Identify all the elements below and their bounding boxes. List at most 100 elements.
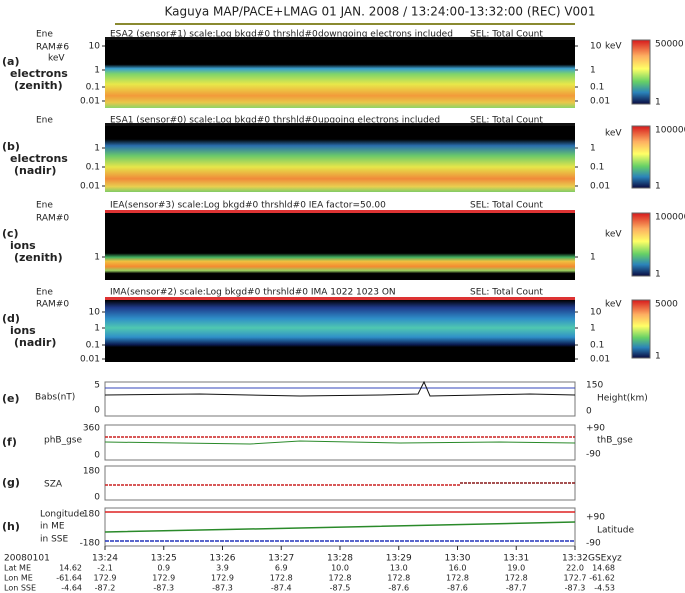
sel-label: SEL: Total Count (470, 116, 543, 126)
panel-label: (g) (2, 476, 20, 489)
panel-header: ESA2 (sensor#1) scale:Log bkgd#0 thrshld… (110, 30, 318, 40)
colorbar-min: 1 (655, 182, 661, 192)
ram-label: RAM#0 (36, 214, 69, 224)
time-label: 13:26 (210, 554, 236, 564)
row-value: -87.2 (95, 584, 116, 593)
y2-tick-label: +90 (586, 424, 605, 434)
ram-label: RAM#0 (36, 300, 69, 310)
y-tick-label: 0 (94, 493, 100, 503)
row-end: -61.62 (589, 574, 615, 583)
ram-label: RAM#6 (36, 43, 69, 53)
y-tick-label: 0 (94, 406, 100, 416)
y-tick-label: 1 (94, 66, 100, 76)
panel-label: (f) (2, 436, 17, 449)
row-value: 13.0 (390, 564, 408, 573)
row-name: Lon ME (4, 574, 33, 583)
row-value: 172.7 (564, 574, 587, 583)
y-tick-label: 0.1 (86, 163, 100, 173)
y-tick-label: 1 (94, 324, 100, 334)
ene-label: Ene (36, 288, 53, 298)
ene-label: Ene (36, 30, 53, 40)
colorbar-min: 1 (655, 270, 661, 280)
y-tick-label: 180 (83, 510, 100, 520)
spectrogram (105, 40, 575, 108)
left-name: Babs(nT) (35, 393, 75, 403)
left-name: phB_gse (44, 436, 82, 446)
y-tick-label: 0.01 (80, 97, 100, 107)
time-label: 13:32 (562, 554, 588, 564)
colorbar (631, 39, 651, 105)
row-start: -61.64 (56, 574, 82, 583)
y-tick-label: 0.01 (80, 355, 100, 365)
top-bar (105, 37, 575, 40)
y-tick-label: 0.1 (86, 83, 100, 93)
row-name: Lon SSE (4, 584, 36, 593)
colorbar-min: 1 (655, 352, 661, 362)
view-label: (nadir) (14, 164, 56, 177)
time-label: 13:30 (445, 554, 471, 564)
row-value: 172.9 (211, 574, 234, 583)
colorbar-max: 100000 (655, 213, 685, 223)
y2-tick-label: 0.01 (590, 355, 610, 365)
row-start: -4.64 (61, 584, 82, 593)
date-label: 20080101 (4, 554, 50, 564)
unit-label: keV (605, 230, 622, 240)
unit-label: keV (605, 300, 622, 310)
left-name: in ME (40, 522, 65, 532)
particle-label: electrons (10, 67, 68, 80)
row-value: 6.9 (275, 564, 288, 573)
view-label: (zenith) (14, 251, 63, 264)
row-end: -4.53 (594, 584, 615, 593)
y2-tick-label: 0 (586, 407, 592, 417)
row-value: 172.8 (446, 574, 469, 583)
y-tick-label: 0 (94, 451, 100, 461)
figure-title: Kaguya MAP/PACE+LMAG 01 JAN. 2008 / 13:2… (165, 5, 596, 19)
right-name: Height(km) (597, 394, 648, 404)
row-value: -87.3 (565, 584, 586, 593)
particle-label: electrons (10, 152, 68, 165)
colorbar (631, 125, 651, 189)
right-name: thB_gse (597, 436, 633, 446)
left-name: Longitude (40, 510, 85, 520)
row-value: -87.5 (330, 584, 351, 593)
time-label: 13:25 (151, 554, 177, 564)
y-tick-label: 0.01 (80, 182, 100, 192)
row-value: 172.8 (387, 574, 410, 583)
y-tick-label: 1 (94, 253, 100, 263)
y2-tick-label: 1 (590, 144, 596, 154)
right-name: Latitude (597, 526, 635, 536)
row-value: -87.3 (153, 584, 174, 593)
y2-tick-label: 0.1 (590, 83, 604, 93)
sel-label: SEL: Total Count (470, 30, 543, 40)
row-value: 172.8 (329, 574, 352, 583)
y2-tick-label: 1 (590, 253, 596, 263)
y-tick-label: 10 (89, 42, 101, 52)
row-value: -87.3 (212, 584, 233, 593)
view-label: (nadir) (14, 336, 56, 349)
time-label: 13:28 (327, 554, 353, 564)
row-start: 14.62 (59, 564, 82, 573)
panel-label: (b) (2, 140, 20, 153)
ene-label: Ene (36, 116, 53, 126)
time-label: 13:29 (386, 554, 412, 564)
row-value: 3.9 (216, 564, 229, 573)
panel-header: ESA1 (sensor#0) scale:Log bkgd#0 thrshld… (110, 116, 318, 126)
lat-trace (104, 521, 576, 533)
row-end: 14.68 (592, 564, 615, 573)
time-label: 13:27 (268, 554, 294, 564)
row-value: 22.0 (566, 564, 584, 573)
unit-label: keV (605, 42, 622, 52)
panel-header: IMA(sensor#2) scale:Log bkgd#0 thrshld#0… (110, 288, 396, 298)
plot-frame (104, 381, 576, 417)
row-value: -87.6 (388, 584, 409, 593)
row-value: -2.1 (97, 564, 113, 573)
ene-label: Ene (36, 201, 53, 211)
y2-tick-label: -90 (586, 450, 601, 460)
panel-label: (c) (2, 227, 19, 240)
panel-header: IEA(sensor#3) scale:Log bkgd#0 thrshld#0… (110, 201, 386, 211)
time-label: 13:24 (92, 554, 118, 564)
traces (104, 380, 576, 542)
left-name: in SSE (40, 535, 68, 545)
row-value: 10.0 (331, 564, 349, 573)
time-label: 13:31 (503, 554, 529, 564)
